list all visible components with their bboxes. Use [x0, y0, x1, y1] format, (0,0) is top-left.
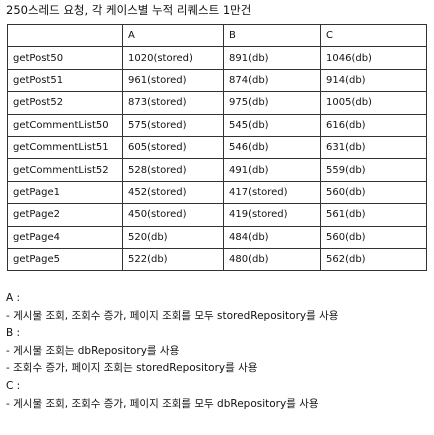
table-row-label: getPost52 — [7, 91, 123, 115]
table-cell: 520(db) — [122, 225, 224, 249]
legend-b-item: - 게시물 조회는 dbRepository를 사용 — [6, 344, 180, 357]
table-row-label: getPost50 — [7, 46, 123, 70]
table-cell: 575(stored) — [122, 113, 224, 137]
table-row: getPage1 452(stored) 417(stored) 560(db) — [7, 180, 427, 205]
table-cell: 1046(db) — [320, 46, 427, 70]
table-row: getPage2 450(stored) 419(stored) 561(db) — [7, 203, 427, 227]
table-cell: 562(db) — [320, 247, 427, 272]
table-header-cell: A — [122, 23, 224, 48]
table-cell: 605(stored) — [122, 135, 224, 160]
table-cell: 975(db) — [223, 91, 321, 115]
table-cell: 561(db) — [320, 203, 427, 227]
table-cell: 419(stored) — [223, 203, 321, 227]
legend-c-item: - 게시물 조회, 조회수 증가, 페이지 조회를 모두 dbRepositor… — [6, 397, 319, 410]
table-cell: 560(db) — [320, 225, 427, 249]
table-row: getPage5 522(db) 480(db) 562(db) — [7, 247, 427, 272]
table-row-label: getCommentList50 — [7, 113, 123, 137]
table-cell: 491(db) — [223, 158, 321, 182]
table-cell: 914(db) — [320, 68, 427, 93]
table-row: getCommentList51 605(stored) 546(db) 631(db… — [7, 135, 427, 160]
table-row: getPage4 520(db) 484(db) 560(db) — [7, 225, 427, 249]
table-row: getPost50 1020(stored) 891(db) 1046(db) — [7, 46, 427, 70]
table-row-label: getCommentList51 — [7, 135, 123, 160]
table-cell: 631(db) — [320, 135, 427, 160]
table-cell: 452(stored) — [122, 180, 224, 205]
legend-a-item: - 게시물 조회, 조회수 증가, 페이지 조회를 모두 storedRepos… — [6, 309, 339, 322]
table-cell: 559(db) — [320, 158, 427, 182]
legend-a-header: A : — [6, 292, 21, 304]
page-title: 250스레드 요청, 각 케이스별 누적 리퀘스트 1만건 — [6, 3, 252, 17]
table-row-label: getPage2 — [7, 203, 123, 227]
table-cell: 874(db) — [223, 68, 321, 93]
table-row: getCommentList50 575(stored) 545(db) 616(db… — [7, 113, 427, 137]
table-cell: 528(stored) — [122, 158, 224, 182]
table-row-label: getPost51 — [7, 68, 123, 93]
table-cell: 480(db) — [223, 247, 321, 272]
table-cell: 545(db) — [223, 113, 321, 137]
legend: A : - 게시물 조회, 조회수 증가, 페이지 조회를 모두 storedR… — [6, 290, 338, 413]
table-row-label: getPage5 — [7, 247, 123, 272]
table-cell: 522(db) — [122, 247, 224, 272]
table-header-cell — [7, 23, 123, 48]
table-cell: 450(stored) — [122, 203, 224, 227]
table-cell: 546(db) — [223, 135, 321, 160]
table-cell: 417(stored) — [223, 180, 321, 205]
table-row: getPost51 961(stored) 874(db) 914(db) — [7, 68, 427, 93]
table-row: getPost52 873(stored) 975(db) 1005(db) — [7, 91, 427, 115]
table-row-label: getPage1 — [7, 180, 123, 205]
legend-c-header: C : — [6, 379, 21, 392]
table-cell: 560(db) — [320, 180, 427, 205]
table-cell: 484(db) — [223, 225, 321, 249]
table-header-cell: B — [223, 23, 321, 48]
table-cell: 961(stored) — [122, 68, 224, 93]
table-cell: 1020(stored) — [122, 46, 224, 70]
table-row: getCommentList52 528(stored) 491(db) 559(db… — [7, 158, 427, 182]
legend-b-header: B : — [6, 327, 21, 340]
table-cell: 891(db) — [223, 46, 321, 70]
table-cell: 873(stored) — [122, 91, 224, 115]
table-row-label: getPage4 — [7, 225, 123, 249]
table-header-cell: C — [320, 23, 427, 48]
table-cell: 616(db) — [320, 113, 427, 137]
table-row-label: getCommentList52 — [7, 158, 123, 182]
legend-b-item: - 조회수 증가, 페이지 조회는 storedRepository를 사용 — [6, 362, 258, 375]
table-cell: 1005(db) — [320, 91, 427, 115]
